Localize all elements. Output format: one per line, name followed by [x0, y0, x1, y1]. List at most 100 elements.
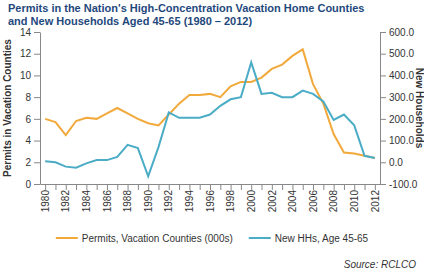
y2-tick-mark — [380, 162, 386, 163]
x-tick — [220, 184, 221, 190]
x-tick-label: 1982 — [60, 190, 71, 213]
x-tick-mark — [354, 184, 355, 190]
y-tick: 6 — [25, 114, 40, 125]
y-tick: 14 — [20, 27, 40, 38]
x-tick-label: 1984 — [81, 190, 92, 213]
y2-tick-mark — [380, 184, 386, 185]
y2-tick: 500.0 — [380, 48, 414, 59]
y2-tick-mark — [380, 32, 386, 33]
y-tick-mark — [34, 162, 40, 163]
x-tick-label: 2000 — [246, 190, 257, 213]
x-tick — [344, 184, 345, 190]
x-tick-label: 1988 — [122, 190, 133, 213]
x-tick-label: 1986 — [102, 190, 113, 213]
x-tick-label: 2012 — [370, 190, 381, 213]
y2-tick-label: 200.0 — [389, 114, 414, 125]
y-tick-label: 8 — [25, 92, 31, 103]
legend-swatch — [56, 237, 78, 239]
x-tick-label: 1998 — [225, 190, 236, 213]
y-tick-mark — [34, 141, 40, 142]
x-tick-label: 1990 — [143, 190, 154, 213]
x-tick — [97, 184, 98, 190]
x-tick-mark — [282, 184, 283, 190]
y-tick-label: 4 — [25, 135, 31, 146]
x-axis: 1980 1982 1984 1986 1988 1990 1992 1994 1996 1998… — [40, 184, 381, 212]
chart: Permits in the Nation's High-Concentrati… — [0, 0, 424, 276]
x-tick: 1988 — [122, 184, 133, 212]
x-tick-mark — [200, 184, 201, 190]
x-tick: 1992 — [163, 184, 174, 212]
legend-item: New HHs, Age 45-65 — [249, 233, 369, 244]
x-tick: 1990 — [143, 184, 154, 212]
y-tick: 4 — [25, 135, 40, 146]
y2-tick: 200.0 — [380, 114, 414, 125]
y-tick-mark — [34, 32, 40, 33]
x-tick — [179, 184, 180, 190]
y2-tick-label: 600.0 — [389, 27, 414, 38]
y-tick-mark — [34, 54, 40, 55]
y2-tick-label: 100.0 — [389, 135, 414, 146]
x-tick: 1984 — [81, 184, 92, 212]
y2-tick: 400.0 — [380, 70, 414, 81]
y2-axis-line — [380, 33, 381, 185]
x-tick — [55, 184, 56, 190]
x-tick-label: 2010 — [349, 190, 360, 213]
x-tick: 1994 — [184, 184, 195, 212]
y2-tick: -100.0 — [380, 179, 418, 190]
x-tick-label: 1980 — [40, 190, 51, 213]
x-tick-mark — [107, 184, 108, 190]
x-tick — [323, 184, 324, 190]
x-tick: 1982 — [60, 184, 71, 212]
x-tick-mark — [179, 184, 180, 190]
x-tick-mark — [262, 184, 263, 190]
x-tick-mark — [97, 184, 98, 190]
x-tick-mark — [45, 184, 46, 190]
x-tick-mark — [365, 184, 366, 190]
x-tick-mark — [375, 184, 376, 190]
y2-tick-label: 400.0 — [389, 70, 414, 81]
y-axis-title: Permits in Vacation Counties — [2, 39, 13, 177]
y2-tick-label: 300.0 — [389, 92, 414, 103]
legend-swatch — [249, 237, 271, 239]
x-tick-mark — [220, 184, 221, 190]
x-tick-mark — [210, 184, 211, 190]
y-tick: 2 — [25, 157, 40, 168]
x-tick-mark — [138, 184, 139, 190]
y2-tick-label: 500.0 — [389, 48, 414, 59]
y2-tick-mark — [380, 141, 386, 142]
x-tick-mark — [334, 184, 335, 190]
x-tick: 2000 — [246, 184, 257, 212]
legend-label: New HHs, Age 45-65 — [275, 233, 369, 244]
x-tick-label: 1992 — [163, 190, 174, 213]
y-tick: 8 — [25, 92, 40, 103]
x-tick-mark — [86, 184, 87, 190]
x-tick-mark — [344, 184, 345, 190]
x-tick-label: 1994 — [184, 190, 195, 213]
y-tick: 12 — [20, 48, 40, 59]
source: Source: RCLCO — [344, 259, 416, 270]
x-tick-mark — [169, 184, 170, 190]
x-tick: 1980 — [40, 184, 51, 212]
x-tick-mark — [313, 184, 314, 190]
y2-tick-mark — [380, 54, 386, 55]
x-tick-mark — [128, 184, 129, 190]
x-tick-label: 2002 — [267, 190, 278, 213]
x-tick-mark — [251, 184, 252, 190]
y-tick-mark — [34, 119, 40, 120]
x-tick: 2006 — [308, 184, 319, 212]
y2-axis-title: New Households — [414, 68, 424, 149]
title-line: Permits in the Nation's High-Concentrati… — [8, 2, 365, 14]
y-tick-label: 14 — [20, 27, 32, 38]
legend-label: Permits, Vacation Counties (000s) — [82, 233, 233, 244]
x-tick: 2008 — [328, 184, 339, 212]
title: Permits in the Nation's High-Concentrati… — [8, 2, 365, 27]
legend-item: Permits, Vacation Counties (000s) — [56, 233, 233, 244]
x-tick-mark — [117, 184, 118, 190]
x-tick-mark — [241, 184, 242, 190]
x-tick: 1996 — [205, 184, 216, 212]
x-tick-mark — [272, 184, 273, 190]
y2-tick-mark — [380, 119, 386, 120]
x-tick-mark — [148, 184, 149, 190]
plot-area — [45, 49, 375, 176]
y2-tick-label: -100.0 — [389, 179, 418, 190]
